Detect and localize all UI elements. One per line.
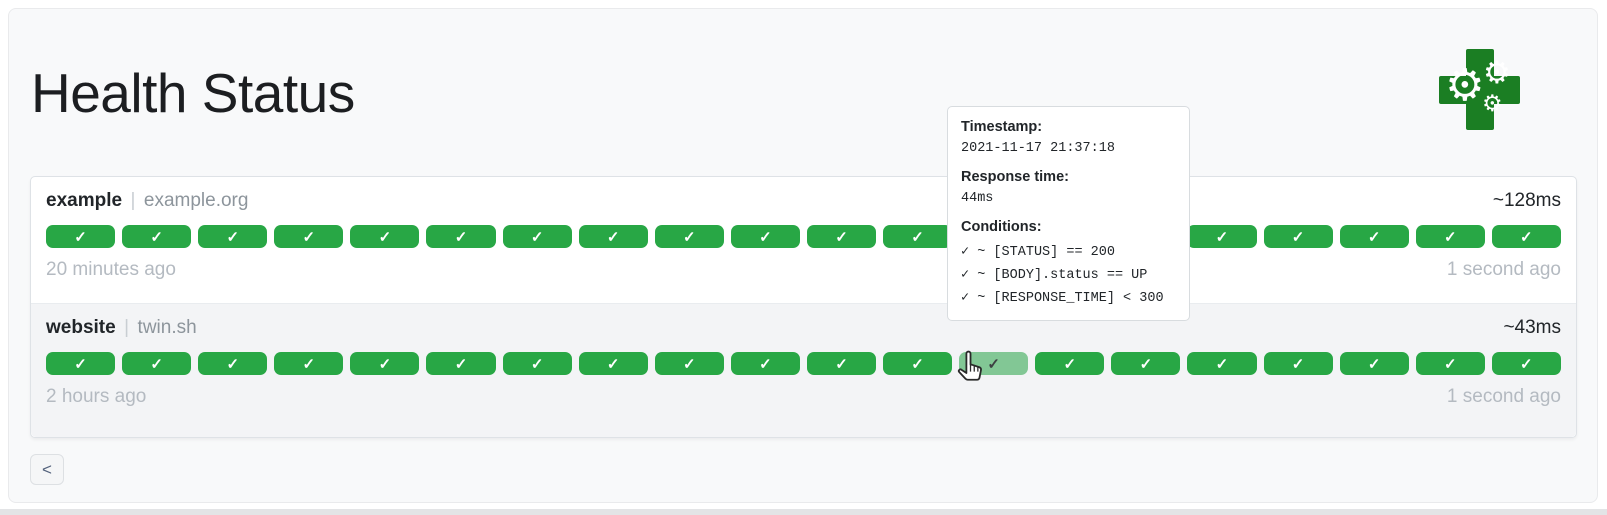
chevron-left-icon: <	[42, 459, 52, 479]
status-block[interactable]: ✓	[1415, 225, 1485, 248]
service-name: example	[46, 190, 123, 211]
status-block[interactable]: ✓	[1263, 352, 1333, 375]
status-blocks-row: ✓✓✓✓✓✓✓✓✓✓✓✓✓✓✓✓✓✓✓✓	[46, 225, 1561, 248]
service-host: twin.sh	[137, 317, 197, 338]
status-block[interactable]: ✓	[122, 352, 192, 375]
status-block[interactable]: ✓	[578, 352, 648, 375]
service-footer: 20 minutes ago 1 second ago	[46, 259, 1561, 281]
previous-page-button[interactable]: <	[30, 454, 64, 485]
status-block[interactable]: ✓	[274, 225, 344, 248]
status-block[interactable]: ✓	[426, 225, 496, 248]
status-block[interactable]: ✓	[198, 352, 268, 375]
services-panel: example | example.org ~128ms ✓ ✓ ✓ ✓ ✓ ✓ ✓ ✓ ✓ ✓ ✓…	[30, 176, 1577, 438]
status-block[interactable]: ✓	[1111, 352, 1181, 375]
logo-cross	[1439, 76, 1520, 104]
status-block[interactable]: ✓	[1339, 352, 1409, 375]
gear-icon: ⚙	[1482, 91, 1503, 117]
service-title: example | example.org	[46, 190, 248, 212]
status-block[interactable]: ✓	[578, 225, 648, 248]
status-block[interactable]: ✓	[806, 225, 877, 248]
service-host: example.org	[143, 190, 249, 211]
tooltip-condition: ✓ ~ [STATUS] == 200	[961, 245, 1115, 260]
status-blocks-row: ✓✓✓✓✓✓✓✓✓✓✓✓✓✓✓✓✓✓✓✓	[46, 352, 1561, 375]
newest-timestamp: 1 second ago	[1446, 259, 1561, 280]
service-row-example: example | example.org ~128ms ✓ ✓ ✓ ✓ ✓ ✓ ✓ ✓ ✓ ✓ ✓…	[31, 177, 1576, 304]
status-block[interactable]: ✓	[730, 225, 800, 248]
service-name: website	[46, 317, 116, 338]
status-block[interactable]: ✓	[1263, 225, 1333, 248]
avg-response-time: ~128ms	[1492, 190, 1561, 211]
status-block[interactable]: ✓	[350, 352, 420, 375]
status-block[interactable]: ✓	[502, 225, 572, 248]
gatus-logo: ⚙ ⚙ ⚙	[1437, 47, 1523, 133]
gear-icon: ⚙	[1483, 55, 1511, 91]
tooltip-condition: ✓ ~ [BODY].status == UP	[961, 268, 1148, 283]
status-block[interactable]: ✓	[654, 352, 724, 375]
oldest-timestamp: 20 minutes ago	[46, 259, 176, 280]
service-title: website | twin.sh	[46, 317, 197, 339]
newest-timestamp: 1 second ago	[1446, 386, 1561, 407]
status-block[interactable]: ✓	[1035, 352, 1105, 375]
tooltip-timestamp-label: Timestamp:	[961, 119, 1043, 135]
status-block[interactable]: ✓	[730, 352, 800, 375]
health-status-card: Health Status ⚙ ⚙ ⚙ example | example.or…	[8, 8, 1598, 503]
service-footer: 2 hours ago 1 second ago	[46, 386, 1561, 408]
status-block[interactable]: ✓	[883, 352, 953, 375]
status-block[interactable]: ✓	[806, 352, 877, 375]
tooltip-timestamp-value: 2021-11-17 21:37:18	[961, 141, 1115, 156]
status-block[interactable]: ✓	[198, 225, 268, 248]
mouse-pointer-cursor	[954, 349, 986, 390]
oldest-timestamp: 2 hours ago	[46, 386, 147, 407]
status-block[interactable]: ✓	[654, 225, 724, 248]
tooltip-conditions-label: Conditions:	[961, 219, 1042, 235]
page-title: Health Status	[31, 62, 355, 124]
page-bottom-edge	[0, 509, 1607, 515]
service-header: website | twin.sh ~43ms	[46, 317, 1561, 340]
status-block[interactable]: ✓	[1491, 225, 1561, 248]
tooltip-condition: ✓ ~ [RESPONSE_TIME] < 300	[961, 291, 1164, 306]
tooltip-response-label: Response time:	[961, 169, 1069, 185]
service-header: example | example.org ~128ms	[46, 190, 1561, 213]
status-block[interactable]: ✓	[502, 352, 572, 375]
separator: |	[130, 190, 136, 211]
tooltip-response-value: 44ms	[961, 191, 994, 206]
status-block[interactable]: ✓	[426, 352, 496, 375]
status-block[interactable]: ✓	[1187, 225, 1257, 248]
status-block[interactable]: ✓	[350, 225, 420, 248]
separator: |	[124, 317, 130, 338]
status-block[interactable]: ✓	[274, 352, 344, 375]
status-block[interactable]: ✓	[46, 225, 116, 248]
status-block[interactable]: ✓	[883, 225, 953, 248]
status-block[interactable]: ✓	[1415, 352, 1485, 375]
result-tooltip: Timestamp: 2021-11-17 21:37:18 Response …	[947, 106, 1190, 321]
status-block[interactable]: ✓	[1491, 352, 1561, 375]
gear-icon: ⚙	[1445, 60, 1485, 111]
status-block[interactable]: ✓	[1187, 352, 1257, 375]
service-row-website: website | twin.sh ~43ms ✓ ✓ ✓ ✓ ✓ ✓ ✓ ✓ ✓ ✓ ✓ ✓ ✓ ✓ ✓ ✓…	[31, 304, 1576, 437]
status-block[interactable]: ✓	[1339, 225, 1409, 248]
status-block[interactable]: ✓	[46, 352, 116, 375]
avg-response-time: ~43ms	[1503, 317, 1561, 338]
status-block[interactable]: ✓	[122, 225, 192, 248]
